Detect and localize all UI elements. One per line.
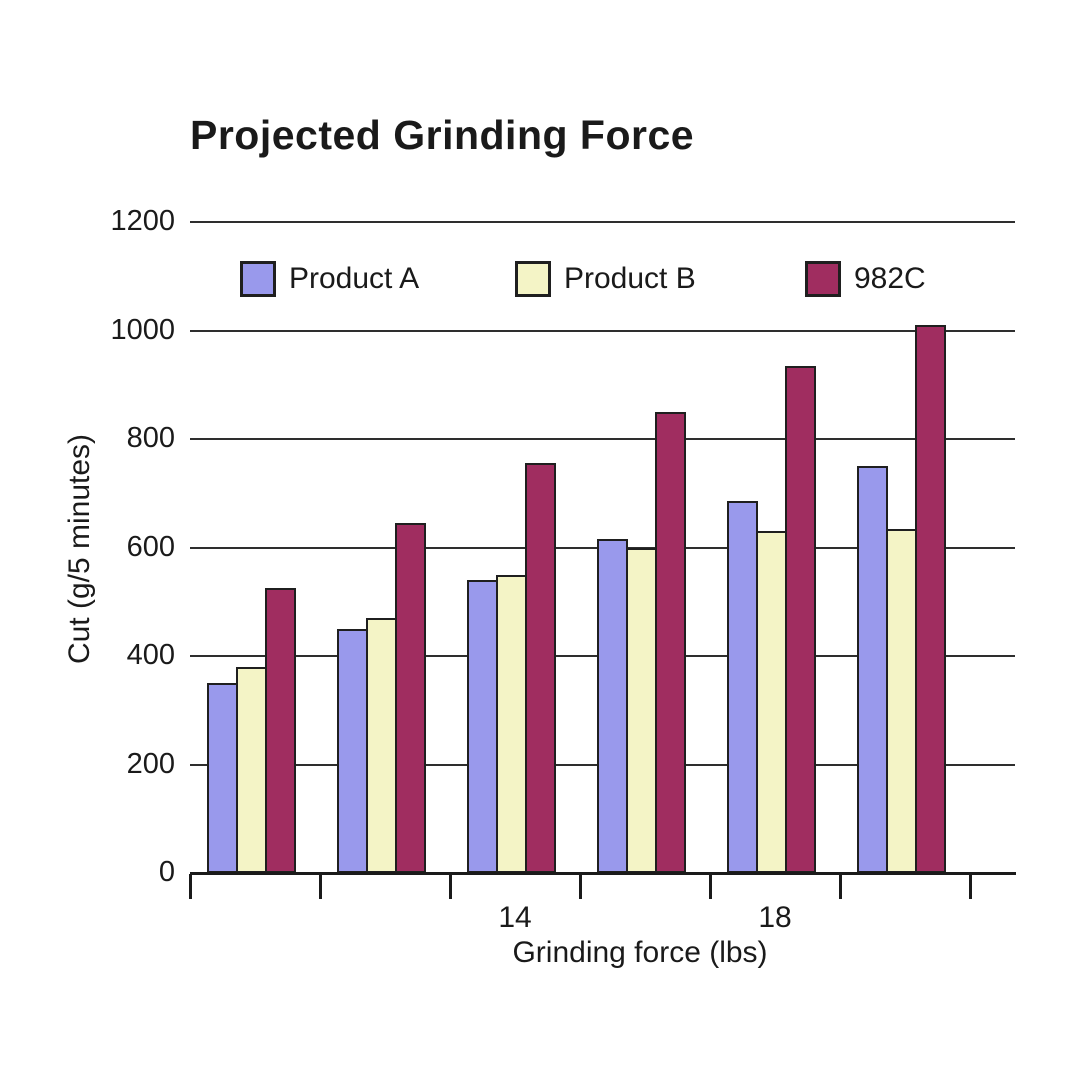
y-tick-label-800: 800	[126, 422, 175, 454]
bar-product-b-group-6	[886, 528, 917, 873]
x-tick-mark-6	[969, 874, 972, 899]
x-tick-label-14: 14	[498, 901, 532, 934]
x-tick-mark-1	[319, 874, 322, 899]
legend-item-982c: 982C	[805, 261, 926, 297]
gridline-1200	[190, 221, 1015, 223]
x-tick-mark-3	[579, 874, 582, 899]
legend-swatch-product-b	[515, 261, 551, 297]
bar-product-a-group-3	[467, 580, 498, 873]
bar-product-a-group-5	[727, 501, 758, 873]
bar-product-b-group-5	[756, 531, 787, 873]
bar-product-a-group-2	[337, 628, 368, 873]
legend-swatch-product-a	[240, 261, 276, 297]
legend-label-982c: 982C	[854, 262, 926, 295]
x-tick-mark-2	[449, 874, 452, 899]
gridline-1000	[190, 329, 1015, 332]
gridline-800	[190, 438, 1015, 440]
bar-982c-group-6	[915, 325, 946, 873]
x-tick-mark-0	[189, 874, 192, 899]
bar-982c-group-4	[655, 411, 686, 873]
x-tick-mark-5	[839, 874, 842, 899]
bar-product-b-group-4	[626, 547, 657, 873]
bar-982c-group-2	[395, 523, 426, 873]
bar-product-b-group-3	[496, 574, 527, 873]
x-tick-mark-4	[709, 874, 712, 899]
y-tick-label-1200: 1200	[110, 205, 175, 237]
legend-item-product-b: Product B	[515, 261, 696, 297]
y-tick-label-0: 0	[158, 856, 175, 888]
y-tick-label-200: 200	[126, 747, 175, 780]
bar-product-a-group-4	[597, 539, 628, 873]
bar-product-a-group-1	[207, 683, 238, 873]
legend-item-product-a: Product A	[240, 261, 419, 297]
legend-label-product-a: Product A	[289, 262, 420, 295]
bar-982c-group-3	[525, 463, 556, 873]
x-tick-label-18: 18	[758, 901, 792, 934]
y-tick-label-600: 600	[126, 530, 175, 563]
chart-title: Projected Grinding Force	[190, 112, 695, 158]
bar-product-b-group-1	[236, 666, 267, 873]
bar-982c-group-5	[785, 365, 816, 873]
x-axis-title: Grinding force (lbs)	[512, 936, 768, 969]
legend-label-product-b: Product B	[564, 262, 696, 295]
bar-product-b-group-2	[366, 618, 397, 873]
bar-982c-group-1	[265, 588, 296, 873]
y-tick-label-400: 400	[126, 639, 175, 671]
y-tick-label-1000: 1000	[110, 313, 175, 346]
x-axis-line	[190, 872, 1016, 875]
legend-swatch-982c	[805, 261, 841, 297]
bar-product-a-group-6	[857, 466, 888, 873]
